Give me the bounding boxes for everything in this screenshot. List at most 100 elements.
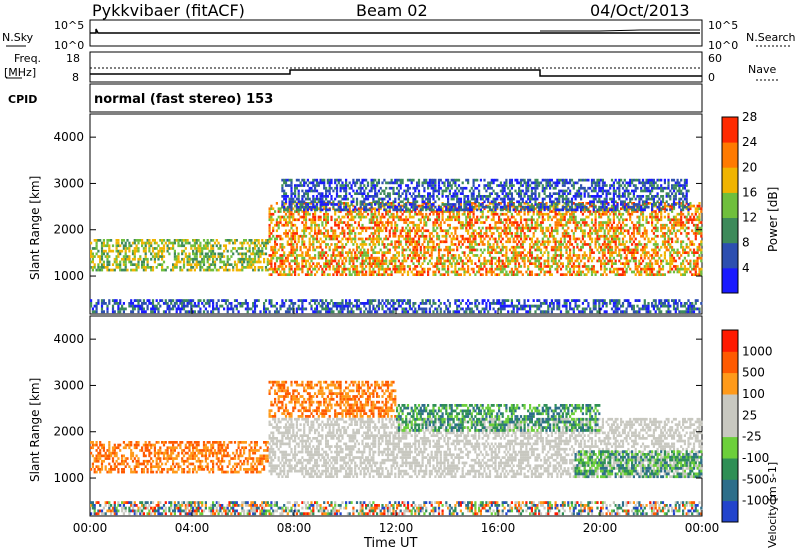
data-cell — [505, 265, 508, 268]
data-cell — [616, 226, 619, 230]
data-cell — [483, 195, 486, 198]
data-cell — [667, 243, 670, 246]
data-cell — [505, 195, 508, 198]
data-cell — [399, 234, 402, 238]
data-cell — [436, 243, 439, 246]
data-cell — [434, 248, 437, 252]
data-cell — [514, 265, 517, 268]
data-cell — [377, 221, 380, 224]
data-cell — [177, 260, 180, 264]
data-cell — [325, 221, 328, 224]
data-cell — [277, 234, 280, 238]
data-cell — [665, 259, 668, 263]
data-cell — [656, 254, 659, 257]
data-cell — [406, 234, 410, 238]
data-cell — [494, 203, 497, 206]
data-cell — [601, 262, 604, 265]
data-cell — [328, 186, 331, 190]
data-cell — [576, 254, 579, 257]
data-cell — [559, 273, 563, 276]
data-cell — [499, 205, 502, 209]
data-cell — [476, 232, 479, 235]
data-cell — [394, 208, 397, 212]
data-cell — [445, 208, 448, 212]
data-cell — [406, 254, 410, 257]
data-cell — [583, 240, 586, 244]
data-cell — [133, 247, 136, 250]
data-cell — [478, 234, 481, 238]
data-cell — [290, 273, 293, 276]
data-cell — [173, 252, 176, 256]
data-cell — [674, 265, 677, 268]
data-cell — [683, 215, 686, 219]
data-cell — [503, 245, 506, 249]
data-cell — [370, 189, 373, 193]
data-cell — [421, 184, 424, 187]
data-cell — [357, 192, 360, 195]
data-cell — [612, 234, 615, 238]
data-cell — [99, 255, 102, 258]
data-cell — [284, 265, 288, 268]
data-cell — [332, 203, 335, 206]
data-cell — [437, 254, 441, 257]
data-cell — [432, 197, 435, 201]
data-cell — [641, 251, 645, 254]
data-cell — [283, 259, 286, 263]
data-cell — [270, 221, 273, 224]
data-cell — [474, 204, 477, 208]
data-cell — [306, 195, 309, 198]
data-cell — [184, 241, 187, 245]
data-cell — [306, 251, 309, 254]
data-cell — [445, 218, 448, 222]
data-cell — [408, 215, 411, 219]
data-cell — [363, 210, 366, 213]
data-cell — [547, 229, 550, 233]
data-cell — [93, 266, 96, 269]
data-cell — [337, 195, 340, 198]
data-cell — [355, 270, 359, 274]
data-cell — [550, 204, 553, 208]
data-cell — [204, 268, 207, 272]
data-cell — [310, 205, 313, 209]
data-cell — [277, 226, 280, 230]
data-cell — [405, 208, 408, 212]
data-cell — [620, 267, 623, 271]
data-cell — [419, 248, 422, 252]
data-cell — [396, 256, 399, 260]
data-cell — [621, 240, 625, 244]
data-cell — [374, 178, 377, 182]
data-cell — [372, 256, 375, 260]
data-cell — [572, 210, 575, 213]
data-cell — [124, 266, 127, 269]
data-cell — [244, 247, 247, 250]
data-cell — [487, 181, 490, 185]
data-cell — [248, 255, 251, 258]
data-cell — [301, 270, 304, 274]
data-cell — [252, 263, 255, 266]
data-cell — [612, 237, 615, 241]
data-cell — [565, 221, 568, 224]
data-cell — [541, 243, 544, 246]
data-cell — [667, 270, 670, 274]
data-cell — [501, 212, 504, 216]
data-cell — [554, 256, 557, 260]
data-cell — [463, 267, 466, 271]
data-cell — [248, 249, 251, 253]
data-cell — [381, 200, 384, 204]
data-cell — [441, 210, 444, 213]
data-cell — [283, 181, 286, 185]
data-cell — [434, 270, 437, 274]
data-cell — [468, 203, 472, 206]
data-cell — [323, 234, 326, 238]
data-cell — [372, 195, 375, 198]
data-cell — [680, 215, 683, 219]
data-cell — [405, 243, 408, 246]
data-cell — [694, 234, 697, 238]
data-cell — [372, 221, 375, 224]
data-cell — [301, 243, 304, 246]
data-cell — [321, 251, 324, 254]
data-cell — [284, 229, 288, 233]
data-cell — [142, 257, 145, 261]
data-cell — [381, 202, 384, 205]
data-cell — [303, 245, 306, 249]
